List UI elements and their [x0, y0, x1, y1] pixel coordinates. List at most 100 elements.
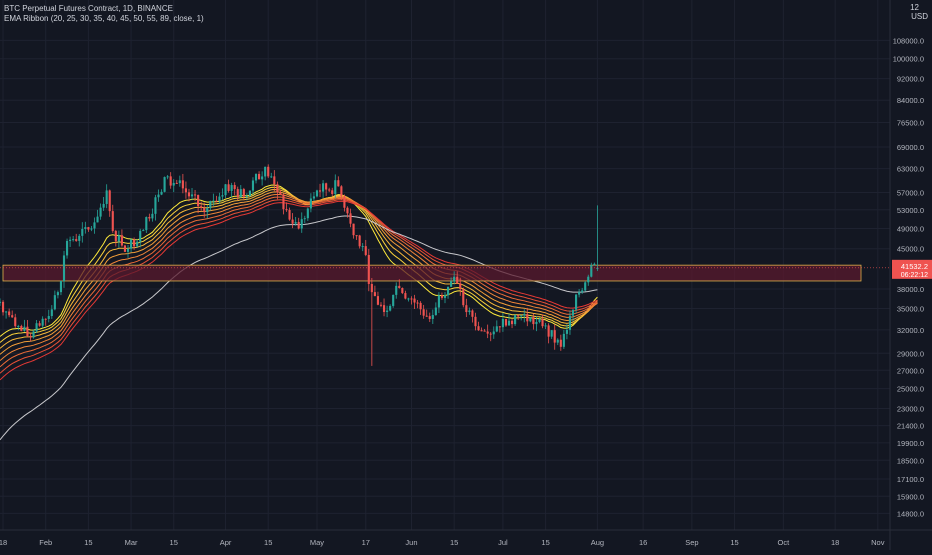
candle	[215, 195, 218, 203]
candle	[50, 305, 53, 319]
candle-body	[5, 311, 8, 313]
candle-body	[431, 315, 434, 319]
candle-body	[340, 186, 343, 197]
candle	[93, 217, 96, 234]
candle	[428, 312, 431, 322]
candle-body	[41, 318, 44, 326]
candle-body	[166, 176, 169, 178]
candle	[78, 233, 81, 247]
time-axis-label: 15	[450, 538, 458, 547]
candle-body	[422, 309, 425, 316]
candle	[276, 181, 279, 200]
candle-body	[480, 330, 483, 332]
candle	[419, 301, 422, 315]
candle-body	[483, 330, 486, 332]
candle	[382, 298, 386, 317]
candle-body	[65, 240, 69, 256]
candle	[520, 315, 523, 321]
candle-body	[550, 330, 553, 337]
candle-body	[556, 339, 559, 343]
candle	[306, 207, 309, 221]
candle	[172, 179, 175, 193]
candle	[322, 180, 325, 198]
candle-body	[126, 248, 130, 252]
candle	[568, 310, 572, 335]
candle	[465, 298, 468, 318]
candle	[416, 299, 419, 309]
candle-body	[11, 315, 14, 318]
candle-body	[47, 316, 50, 319]
time-axis-label: Jun	[405, 538, 417, 547]
candle-body	[69, 239, 72, 241]
time-axis-label: 15	[541, 538, 549, 547]
candle-body	[178, 180, 181, 184]
candle-body	[355, 235, 358, 237]
candle-body	[547, 325, 550, 337]
candle	[453, 271, 456, 285]
candle-body	[160, 191, 163, 195]
candle	[65, 238, 69, 259]
candle	[309, 193, 312, 213]
candle-body	[105, 190, 108, 204]
candle	[142, 228, 145, 232]
candle	[367, 249, 370, 292]
candle-body	[328, 189, 331, 191]
candle	[352, 223, 355, 239]
candle-body	[526, 314, 529, 322]
candle-body	[221, 195, 224, 197]
candle	[258, 171, 261, 180]
candle-body	[300, 219, 303, 229]
candle	[541, 314, 544, 329]
candle-body	[129, 239, 133, 249]
candle-body	[541, 319, 544, 327]
candle-body	[142, 230, 145, 232]
candle	[553, 324, 556, 350]
candle	[35, 320, 38, 333]
candle-body	[507, 320, 511, 326]
candle-body	[114, 230, 117, 242]
top-right-number: 12	[910, 3, 920, 12]
candle-body	[398, 285, 401, 289]
candle	[96, 209, 99, 223]
currency-badge[interactable]: 12 USD	[910, 3, 928, 21]
candle	[483, 328, 486, 332]
candle-body	[568, 315, 572, 330]
candle-body	[230, 185, 233, 191]
candle-body	[553, 330, 556, 343]
candle-body	[486, 331, 489, 334]
time-axis-label: 18	[831, 538, 839, 547]
price-axis-label: 53000.0	[897, 206, 924, 215]
candle-body	[136, 241, 139, 247]
candle-body	[559, 339, 562, 347]
candle	[318, 183, 322, 198]
candle	[529, 317, 532, 323]
candle-body	[538, 319, 541, 322]
candle-body	[242, 189, 245, 197]
candle	[14, 313, 17, 328]
candle-body	[593, 263, 596, 266]
candle-body	[23, 326, 26, 331]
candle-body	[392, 294, 395, 306]
time-axis-label: Feb	[39, 538, 52, 547]
candle	[38, 320, 41, 327]
candle-body	[96, 216, 99, 223]
candle-body	[212, 200, 215, 202]
candle-body	[102, 203, 105, 208]
candle	[315, 189, 319, 198]
candle	[32, 329, 35, 339]
candle	[285, 202, 288, 212]
candle-body	[123, 245, 127, 252]
candle	[398, 279, 401, 289]
candle-body	[56, 292, 59, 296]
candle-body	[352, 223, 355, 236]
candle-body	[288, 209, 291, 220]
candle-body	[562, 333, 565, 347]
candle	[267, 164, 270, 179]
price-axis-label: 17100.0	[897, 475, 924, 484]
candle	[20, 324, 23, 332]
candle	[526, 307, 529, 327]
candle-body	[59, 280, 63, 293]
candle-body	[386, 310, 389, 312]
